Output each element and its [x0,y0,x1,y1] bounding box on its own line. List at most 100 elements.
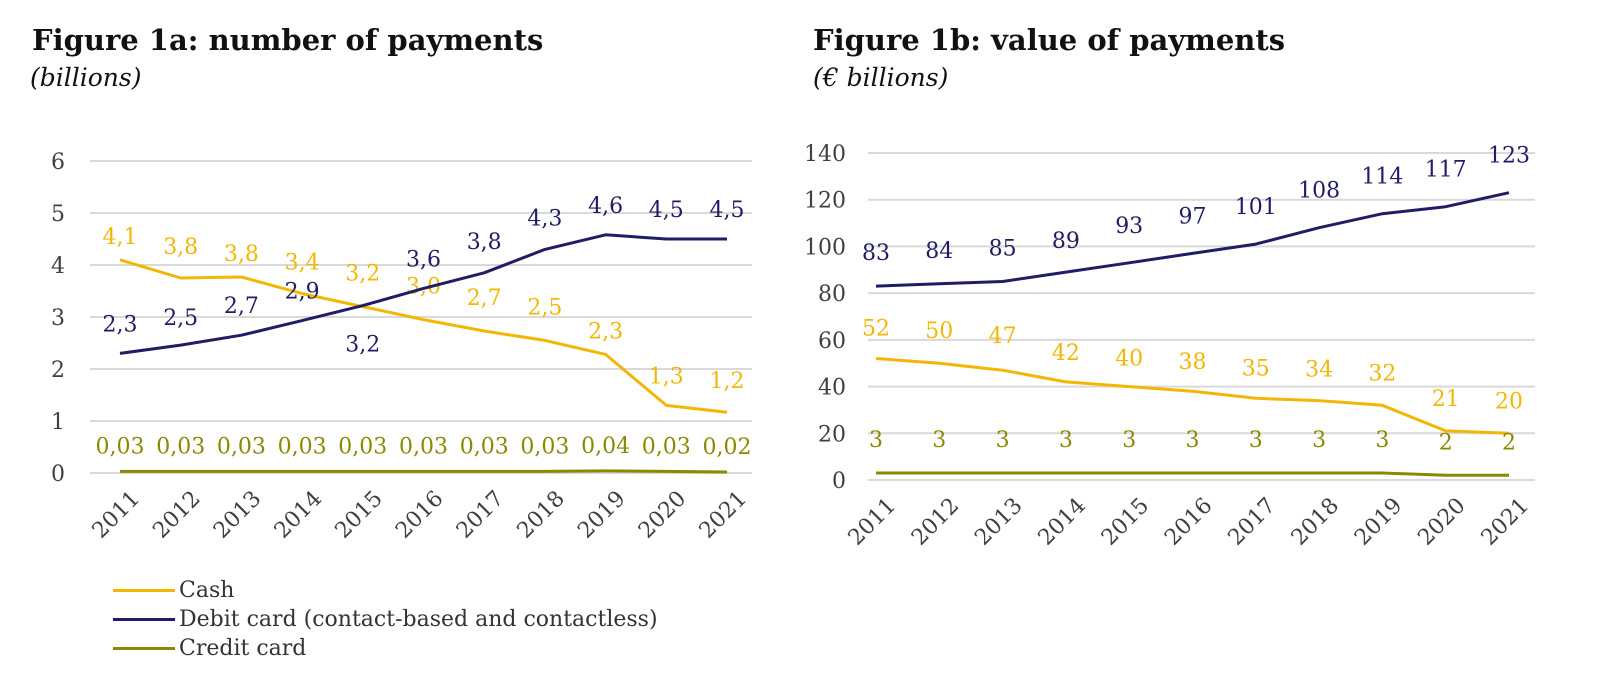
chart1-y-tick-label: 2 [51,358,65,383]
chart1-debit-data-label: 3,6 [406,247,441,272]
legend-swatch-debit-card [113,618,175,621]
chart1-cash-data-label: 1,2 [710,369,745,394]
chart1-cash-data-label: 2,5 [527,295,562,320]
chart2-cash-data-label: 20 [1495,389,1523,414]
chart2-credit-data-label: 3 [1312,428,1326,453]
chart1-debit-data-label: 2,3 [103,312,138,337]
chart2-debit-data-label: 84 [925,239,953,264]
chart1-credit-data-label: 0,03 [96,434,145,459]
chart1-x-tick-label: 2020 [634,486,691,543]
chart2-x-tick-label: 2017 [1224,493,1281,550]
chart1-debit-data-label: 2,9 [285,280,320,305]
chart2-credit-data-label: 2 [1439,430,1453,455]
legend-label-cash: Cash [179,578,235,603]
figure-1a-subtitle: (billions) [30,63,142,92]
chart2-y-tick-label: 120 [804,189,846,214]
chart2-y-tick-label: 0 [832,469,846,494]
chart1-credit-data-label: 0,03 [156,434,205,459]
chart2-cash-data-label: 52 [862,317,890,342]
figure-1b-subtitle: (€ billions) [813,63,949,92]
chart1-y-tick-label: 1 [51,410,65,435]
chart2-debit-data-label: 83 [862,241,890,266]
chart2-y-tick-label: 80 [818,282,846,307]
chart1-debit-data-label: 4,5 [710,198,745,223]
chart1-x-tick-label: 2014 [270,486,327,543]
chart2-cash-data-label: 50 [925,319,953,344]
chart2-x-tick-label: 2011 [844,493,901,550]
chart1-y-tick-label: 6 [51,150,65,175]
chart2-debit-data-label: 89 [1052,229,1080,254]
chart1-x-tick-label: 2017 [452,486,509,543]
figure-1a-title: Figure 1a: number of payments [32,23,544,57]
chart1-x-tick-label: 2019 [573,486,630,543]
chart2-cash-data-label: 42 [1052,341,1080,366]
chart1-credit-data-label: 0,03 [278,434,327,459]
legend-swatch-cash [113,589,175,592]
chart1-cash-data-label: 2,3 [588,319,623,344]
chart2-cash-data-label: 35 [1242,356,1270,381]
chart1-x-tick-label: 2018 [513,486,570,543]
chart2-y-tick-label: 60 [818,329,846,354]
chart2-x-tick-label: 2014 [1034,493,1091,550]
chart1-credit-data-label: 0,04 [581,434,630,459]
chart1-x-tick-label: 2012 [148,486,205,543]
legend-swatch-credit-card [113,647,175,650]
chart2-x-tick-label: 2018 [1287,493,1344,550]
chart2-debit-data-label: 117 [1425,158,1467,183]
chart2-x-tick-label: 2012 [907,493,964,550]
legend-label-debit-card: Debit card (contact-based and contactles… [179,607,658,632]
chart1-credit-data-label: 0,02 [703,435,752,460]
chart2-debit-data-label: 85 [989,236,1017,261]
chart1-debit-data-label: 3,8 [467,230,502,255]
chart1-cash-data-label: 3,8 [163,235,198,260]
legend: Cash Debit card (contact-based and conta… [113,576,658,663]
chart2-credit-data-label: 3 [1249,428,1263,453]
chart2-cash-data-label: 34 [1305,358,1333,383]
chart2-x-tick-label: 2019 [1350,493,1407,550]
chart2-debit-data-label: 123 [1488,144,1530,169]
chart2-y-tick-label: 140 [804,142,846,167]
chart2-credit-data-label: 2 [1502,430,1516,455]
chart2-cash-data-label: 47 [989,324,1017,349]
chart1-credit-data-label: 0,03 [399,434,448,459]
chart2-y-tick-label: 100 [804,235,846,260]
chart2-x-tick-label: 2013 [970,493,1027,550]
chart1-debit-data-label: 4,6 [588,194,623,219]
chart1-cash-data-label: 2,7 [467,286,502,311]
chart2-credit-data-label: 3 [1375,428,1389,453]
legend-item-cash: Cash [113,576,658,605]
chart2-credit-data-label: 3 [869,428,883,453]
chart2-debit-data-label: 114 [1361,165,1403,190]
chart2-credit-data-label: 3 [932,428,946,453]
chart1-cash-data-label: 1,3 [649,364,684,389]
chart1-credit-data-label: 0,03 [217,434,266,459]
chart1-credit-data-label: 0,03 [520,434,569,459]
chart1-cash-data-label: 3,8 [224,242,259,267]
chart1-x-tick-label: 2011 [88,486,145,543]
chart2-debit-data-label: 108 [1298,179,1340,204]
chart1-credit-data-label: 0,03 [460,434,509,459]
chart2-y-tick-label: 20 [818,422,846,447]
legend-item-debit-card: Debit card (contact-based and contactles… [113,605,658,634]
chart1-debit-data-label: 3,2 [345,333,380,358]
chart2-credit-line [876,471,1509,477]
chart2-x-tick-label: 2021 [1477,493,1534,550]
chart1-y-tick-label: 0 [51,462,65,487]
chart1-cash-data-label: 3,4 [285,251,320,276]
chart1-debit-data-label: 2,5 [163,306,198,331]
chart2-debit-data-label: 101 [1235,195,1277,220]
chart2-debit-data-label: 93 [1115,214,1143,239]
chart1-debit-data-label: 4,3 [527,206,562,231]
chart2-y-tick-label: 40 [818,376,846,401]
chart1-y-tick-label: 4 [51,254,65,279]
chart1-cash-data-label: 4,1 [103,225,138,250]
chart1-y-tick-label: 3 [51,306,65,331]
chart1-x-tick-label: 2015 [331,486,388,543]
chart1-x-tick-label: 2016 [391,486,448,543]
chart1-debit-data-label: 4,5 [649,198,684,223]
chart1-debit-data-label: 2,7 [224,294,259,319]
chart1-x-tick-label: 2021 [695,486,752,543]
chart2-cash-data-label: 40 [1115,347,1143,372]
chart1-cash-data-label: 3,2 [345,262,380,287]
